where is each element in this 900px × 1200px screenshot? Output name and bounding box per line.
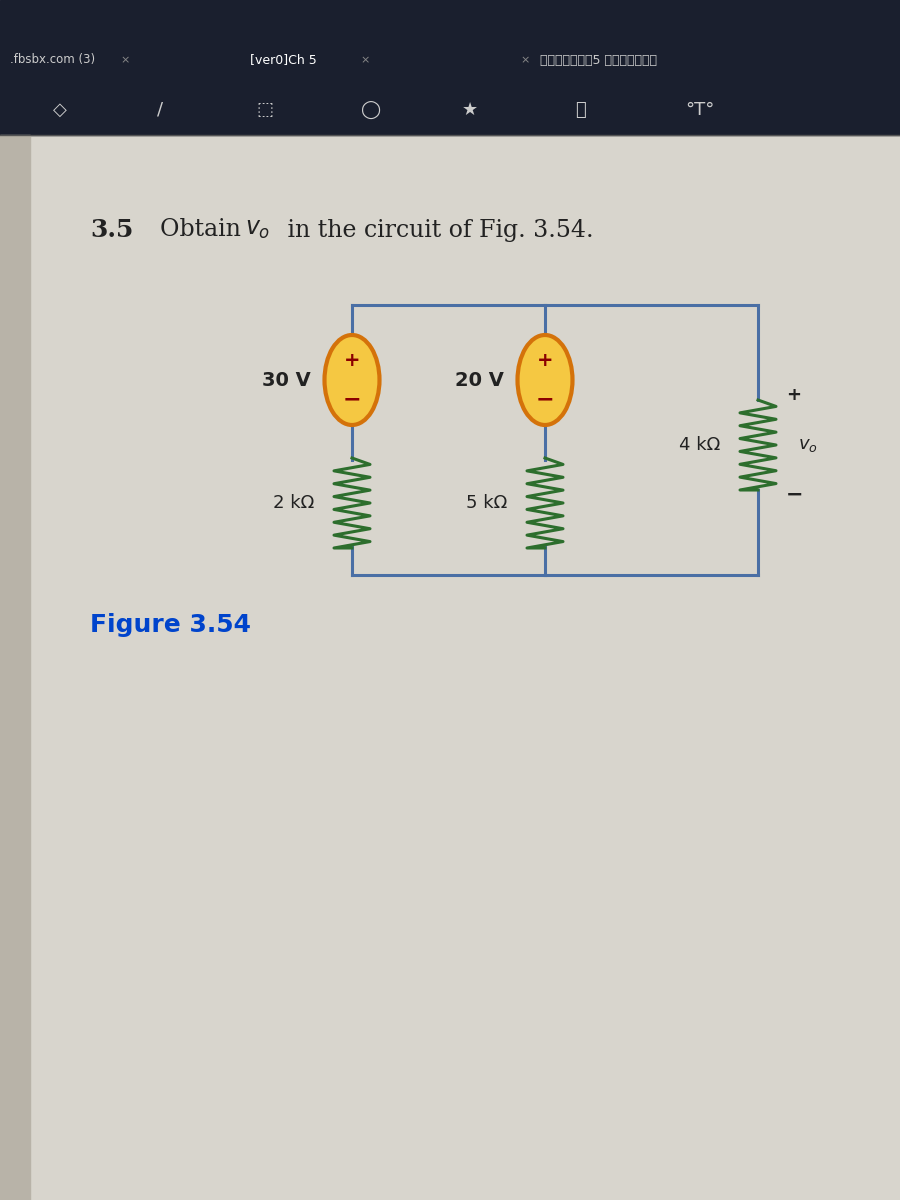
Text: ★: ★ bbox=[462, 101, 478, 119]
Text: 20 V: 20 V bbox=[454, 371, 504, 390]
Text: /: / bbox=[157, 101, 163, 119]
Text: ⬜: ⬜ bbox=[574, 101, 585, 119]
Text: [ver0]Ch 5: [ver0]Ch 5 bbox=[250, 54, 317, 66]
Text: −: − bbox=[786, 485, 804, 505]
Text: ◇: ◇ bbox=[53, 101, 67, 119]
Text: in the circuit of Fig. 3.54.: in the circuit of Fig. 3.54. bbox=[280, 218, 594, 241]
Text: +: + bbox=[786, 386, 801, 404]
Text: Figure 3.54: Figure 3.54 bbox=[90, 613, 251, 637]
Text: 30 V: 30 V bbox=[262, 371, 310, 390]
Text: ×: × bbox=[120, 55, 130, 65]
Text: ◯: ◯ bbox=[360, 101, 380, 119]
Text: ⬚: ⬚ bbox=[256, 101, 274, 119]
Text: $v_o$: $v_o$ bbox=[245, 218, 270, 241]
Bar bbox=[0, 0, 900, 134]
Text: −: − bbox=[536, 390, 554, 409]
Text: Obtain: Obtain bbox=[160, 218, 248, 241]
Text: +: + bbox=[536, 350, 554, 370]
Text: ×: × bbox=[520, 55, 529, 65]
Text: $v_o$: $v_o$ bbox=[798, 436, 818, 454]
Text: การบ้าน5 เจนจิรา: การบ้าน5 เจนจิรา bbox=[540, 54, 657, 66]
Text: 5 kΩ: 5 kΩ bbox=[466, 494, 507, 512]
Text: .fbsbx.com (3): .fbsbx.com (3) bbox=[10, 54, 95, 66]
Text: ×: × bbox=[360, 55, 369, 65]
Ellipse shape bbox=[325, 335, 380, 425]
Text: 3.5: 3.5 bbox=[90, 218, 133, 242]
Text: 2 kΩ: 2 kΩ bbox=[273, 494, 314, 512]
Text: −: − bbox=[343, 390, 361, 409]
Text: +: + bbox=[344, 350, 360, 370]
Text: °T°: °T° bbox=[685, 101, 715, 119]
Ellipse shape bbox=[518, 335, 572, 425]
Text: 4 kΩ: 4 kΩ bbox=[679, 436, 720, 454]
Bar bbox=[0, 134, 30, 1200]
